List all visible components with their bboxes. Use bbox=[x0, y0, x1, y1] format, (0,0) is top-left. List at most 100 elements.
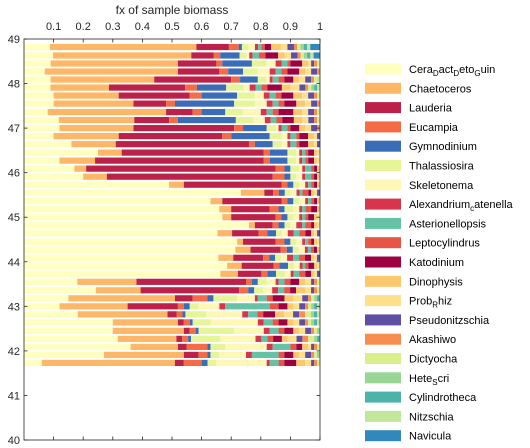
bar-segment bbox=[314, 319, 318, 326]
legend-label: Skeletonema bbox=[409, 180, 474, 192]
bar-segment bbox=[317, 165, 320, 172]
x-axis-title: fx of sample biomass bbox=[116, 3, 229, 17]
bar-segment bbox=[317, 319, 320, 326]
bar-segment bbox=[237, 270, 262, 277]
bar-segment bbox=[228, 43, 239, 51]
legend-label: Thalassiosira bbox=[409, 161, 475, 173]
bar-segment bbox=[24, 343, 131, 350]
bar-segment bbox=[257, 319, 264, 326]
bar-segment bbox=[299, 327, 306, 334]
bar-segment bbox=[287, 181, 294, 188]
bar-segment bbox=[207, 359, 217, 367]
legend-label: Alexandriumcatenella bbox=[409, 199, 514, 213]
legend: CeraDactDetoGuin Chaetoceros Lauderia Eucam… bbox=[365, 63, 514, 443]
bar-segment bbox=[302, 92, 309, 99]
bar-segment bbox=[242, 311, 249, 318]
bar-segment bbox=[24, 230, 218, 237]
bar-segment bbox=[276, 116, 283, 124]
x-tick-label: 0.2 bbox=[76, 21, 91, 33]
x-ticks-group: 0.1 0.2 0.3 0.4 0.5 0.6 0.7 0.8 0.9 1 bbox=[46, 21, 323, 440]
bar-segment bbox=[254, 92, 264, 99]
bar-segment bbox=[249, 52, 253, 59]
legend-swatch bbox=[365, 160, 401, 171]
bar-segment bbox=[248, 311, 258, 318]
bar-segment bbox=[314, 343, 318, 350]
bar-segment bbox=[284, 359, 297, 367]
bar-segment bbox=[176, 335, 183, 342]
bar-segment bbox=[296, 343, 303, 350]
bar-segment bbox=[183, 303, 190, 310]
bar-segment bbox=[311, 173, 315, 180]
bar-segment bbox=[290, 189, 297, 196]
bar-segment bbox=[98, 149, 122, 156]
bar-segment bbox=[314, 189, 318, 196]
bar-segment bbox=[278, 319, 288, 326]
bar-segment bbox=[248, 222, 255, 229]
bar-segment bbox=[305, 149, 309, 156]
bar-segment bbox=[225, 343, 267, 350]
bar-segment bbox=[311, 303, 315, 310]
bar-segment bbox=[302, 108, 309, 116]
bar-segment bbox=[290, 141, 297, 148]
bar-segment bbox=[305, 278, 312, 285]
bar-segment bbox=[95, 287, 141, 294]
bar-segment bbox=[106, 173, 273, 180]
bar-segment bbox=[302, 189, 309, 196]
bar-segment bbox=[191, 335, 221, 342]
bar-segment bbox=[231, 133, 270, 140]
bar-segment bbox=[284, 327, 294, 334]
bar-segment bbox=[50, 84, 109, 91]
bar-segment bbox=[284, 165, 291, 172]
legend-swatch bbox=[365, 410, 401, 422]
bar-segment bbox=[302, 149, 306, 156]
bar-segment bbox=[311, 60, 315, 67]
bar-segment bbox=[314, 270, 318, 277]
bar-segment bbox=[308, 157, 315, 164]
bar-segment bbox=[317, 173, 320, 180]
bar-segment bbox=[299, 303, 306, 310]
bar-segment bbox=[231, 76, 241, 83]
bar-segment bbox=[284, 238, 291, 245]
bar-segment bbox=[296, 359, 306, 367]
bar-segment bbox=[314, 84, 318, 91]
bar-segment bbox=[314, 60, 318, 67]
bar-segment bbox=[316, 246, 320, 253]
bar-segment bbox=[115, 141, 249, 148]
bar-segment bbox=[74, 165, 87, 172]
bar-segment bbox=[227, 262, 242, 269]
bar-segment bbox=[182, 311, 186, 318]
bar-segment bbox=[308, 116, 315, 124]
legend-label: Chaetoceros bbox=[409, 83, 472, 95]
bar-segment bbox=[314, 303, 318, 310]
bar-segment bbox=[314, 351, 318, 358]
legend-swatch bbox=[365, 372, 401, 384]
bar-segment bbox=[305, 230, 312, 237]
bar-segment bbox=[273, 335, 282, 342]
bar-segment bbox=[305, 198, 309, 205]
bar-segment bbox=[302, 165, 306, 172]
bar-segment bbox=[311, 295, 315, 302]
bar-segment bbox=[196, 84, 227, 91]
x-tick-label: 0.4 bbox=[135, 21, 150, 33]
bar-segment bbox=[267, 335, 274, 342]
bar-segment bbox=[281, 92, 294, 99]
bar-segment bbox=[272, 100, 279, 107]
bar-segment bbox=[314, 222, 318, 229]
bar-segment bbox=[299, 165, 303, 172]
bar-segment bbox=[272, 343, 291, 350]
bar-segment bbox=[305, 262, 309, 269]
bar-segment bbox=[278, 351, 285, 358]
bar-segment bbox=[299, 68, 306, 75]
legend-label: Akashiwo bbox=[409, 334, 456, 346]
bar-segment bbox=[314, 149, 318, 156]
bar-segment bbox=[293, 206, 300, 213]
bar-segment bbox=[185, 84, 197, 91]
bar-segment bbox=[314, 108, 318, 116]
bar-segment bbox=[293, 254, 300, 261]
bar-segment bbox=[257, 295, 267, 302]
bar-segment bbox=[317, 198, 320, 205]
bar-segment bbox=[293, 76, 300, 83]
bar-segment bbox=[44, 68, 178, 75]
bar-segment bbox=[281, 254, 288, 261]
bar-segment bbox=[260, 108, 267, 116]
